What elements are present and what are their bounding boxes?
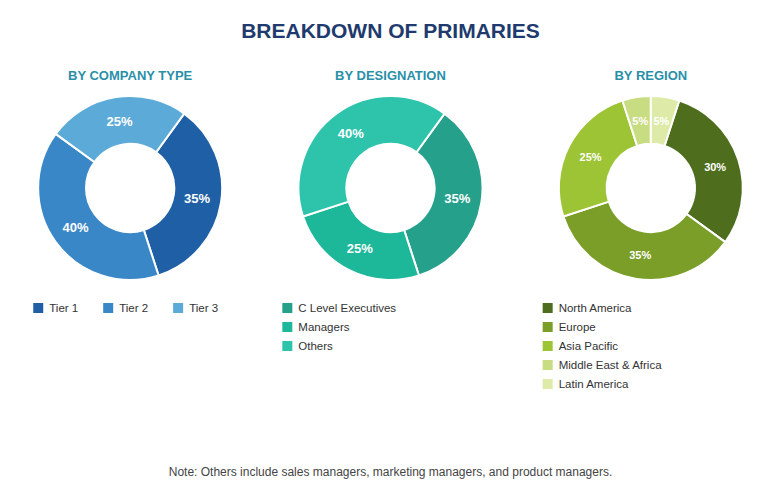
data-label: 35%	[184, 191, 210, 206]
donut-chart: BY COMPANY TYPE35%40%25%Tier 1Tier 2Tier…	[33, 68, 222, 314]
subtitle: BY DESIGNATION	[335, 68, 446, 83]
donut-slice	[651, 96, 679, 146]
legend: C Level Executives Managers Others	[282, 302, 396, 352]
data-label: 35%	[444, 191, 470, 206]
legend-label: Latin America	[559, 378, 629, 390]
title: BREAKDOWN OF PRIMARIES	[241, 19, 540, 42]
data-label: 40%	[338, 126, 364, 141]
legend-swatch	[173, 303, 183, 313]
legend: Tier 1 Tier 2 Tier 3	[33, 302, 218, 314]
donut-slice	[303, 202, 419, 280]
legend-swatch	[543, 379, 553, 389]
legend-swatch	[543, 341, 553, 351]
subtitle: BY REGION	[614, 68, 687, 83]
legend-label: Others	[298, 340, 333, 352]
legend-swatch	[543, 303, 553, 313]
donut-slice	[622, 96, 650, 146]
data-label: 25%	[580, 151, 602, 163]
data-label: 5%	[653, 115, 669, 127]
legend-label: Managers	[298, 321, 349, 333]
legend-swatch	[282, 322, 292, 332]
data-label: 5%	[632, 115, 648, 127]
data-labels: 35% 25% 40%	[338, 126, 471, 256]
donut-slice	[299, 96, 445, 216]
legend-label: Europe	[559, 321, 596, 333]
data-label: 25%	[107, 114, 133, 129]
donut-slice	[559, 101, 637, 217]
data-labels: 35% 40% 25%	[62, 114, 210, 236]
legend-label: Asia Pacific	[559, 340, 619, 352]
donut-slice	[56, 96, 185, 162]
note: Note: Others include sales managers, mar…	[169, 465, 613, 479]
donut-slice	[664, 101, 742, 243]
data-label: 30%	[704, 161, 726, 173]
donut-chart: BY REGION 30% 35% 25% 5% 5% North America Europ…	[543, 68, 743, 390]
data-label: 40%	[62, 220, 88, 235]
legend-swatch	[543, 360, 553, 370]
legend-label: Middle East & Africa	[559, 359, 663, 371]
legend-swatch	[543, 322, 553, 332]
legend-label: North America	[559, 302, 632, 314]
subtitle: BY COMPANY TYPE	[68, 68, 193, 83]
donut-chart: BY DESIGNATION 35% 25% 40% C Level Executive…	[282, 68, 482, 352]
legend-label: Tier 1	[49, 302, 78, 314]
legend-swatch	[282, 303, 292, 313]
chart-canvas: BREAKDOWN OF PRIMARIES BY COMPANY TYPE 35%…	[0, 0, 781, 497]
legend-label: Tier 3	[189, 302, 218, 314]
data-label: 35%	[629, 249, 651, 261]
legend-swatch	[33, 303, 43, 313]
legend-swatch	[282, 341, 292, 351]
data-label: 25%	[347, 241, 373, 256]
legend-label: Tier 2	[119, 302, 148, 314]
donut-slice	[563, 202, 725, 280]
legend-swatch	[103, 303, 113, 313]
data-labels: 30% 35% 25% 5% 5%	[580, 115, 727, 261]
legend-label: C Level Executives	[298, 302, 396, 314]
background	[0, 0, 781, 497]
legend: North America Europe Asia Pacific Middle Ea…	[543, 302, 663, 390]
